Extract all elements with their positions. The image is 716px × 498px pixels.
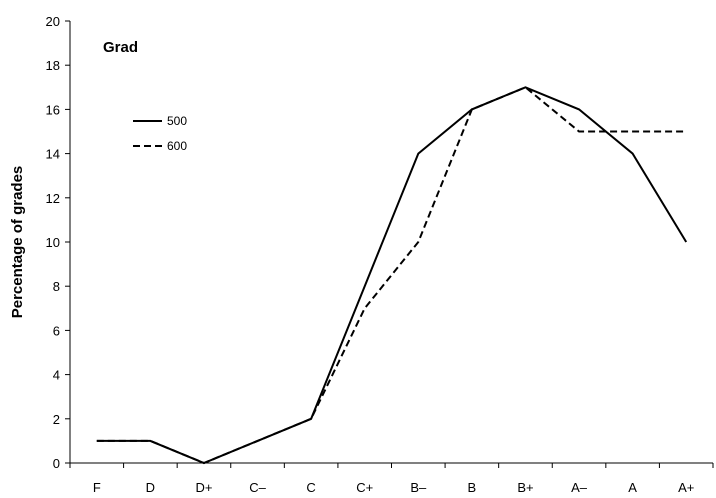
y-tick-label: 8 <box>53 279 60 294</box>
y-tick-label: 4 <box>53 368 60 383</box>
y-tick-label: 0 <box>53 456 60 471</box>
x-tick-label: A+ <box>678 480 694 495</box>
legend: 500 600 <box>133 114 187 153</box>
axes <box>69 21 713 464</box>
legend-label-500: 500 <box>167 114 187 128</box>
x-tick-label: C <box>306 480 315 495</box>
legend-label-600: 600 <box>167 139 187 153</box>
y-axis-label: Percentage of grades <box>9 166 26 319</box>
x-tick-label: C– <box>249 480 266 495</box>
y-tick-label: 20 <box>46 14 60 29</box>
x-tick-label: A <box>628 480 637 495</box>
x-tick-label: D <box>146 480 155 495</box>
series-line-600 <box>96 86 687 465</box>
y-axis-ticks: 0 2 4 6 8 10 12 14 16 18 20 <box>46 14 70 471</box>
y-tick-label: 14 <box>46 147 60 162</box>
chart-title: Grad <box>103 39 138 56</box>
x-tick-label: B– <box>410 480 427 495</box>
x-tick-label: F <box>93 480 101 495</box>
y-tick-label: 18 <box>46 58 60 73</box>
y-tick-label: 10 <box>46 235 60 250</box>
x-tick-label: B <box>468 480 477 495</box>
y-tick-label: 12 <box>46 191 60 206</box>
x-tick-label: D+ <box>195 480 212 495</box>
series-lines <box>96 86 688 465</box>
y-tick-label: 6 <box>53 323 60 338</box>
x-tick-label: B+ <box>517 480 533 495</box>
x-tick-label: A– <box>571 480 588 495</box>
x-tick-label: C+ <box>356 480 373 495</box>
y-tick-label: 2 <box>53 412 60 427</box>
y-tick-label: 16 <box>46 102 60 117</box>
x-axis-ticks: F D D+ C– C C+ B– B B+ A– A A+ <box>69 463 714 495</box>
